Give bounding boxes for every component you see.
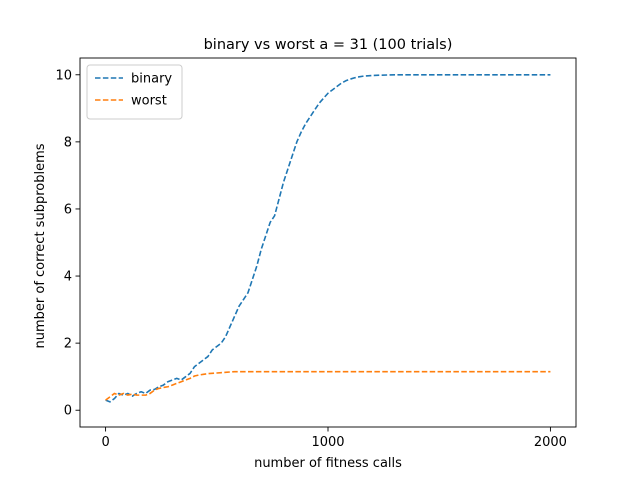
y-tick-label: 6 [64,202,72,217]
legend-box [86,64,183,120]
legend-label-worst: worst [131,94,167,109]
series-line-worst [105,370,551,401]
y-tick-label: 0 [64,404,72,419]
chart-title: binary vs worst a = 31 (100 trials) [204,37,453,53]
plot-area: 0 1000 2000 0 2 4 6 8 10 [55,57,577,450]
series-line-binary [105,73,551,403]
legend: binary worst [86,64,183,120]
y-tick-label: 2 [64,337,72,352]
legend-label-binary: binary [131,72,172,87]
x-axis-label: number of fitness calls [254,456,402,471]
x-tick-label: 2000 [534,435,567,450]
y-tick-label: 8 [64,135,72,150]
x-tick-label: 0 [101,435,109,450]
y-axis-label: number of correct subproblems [33,143,48,348]
x-tick-label: 1000 [311,435,344,450]
y-tick-label: 4 [64,270,72,285]
y-tick-label: 10 [55,68,72,83]
